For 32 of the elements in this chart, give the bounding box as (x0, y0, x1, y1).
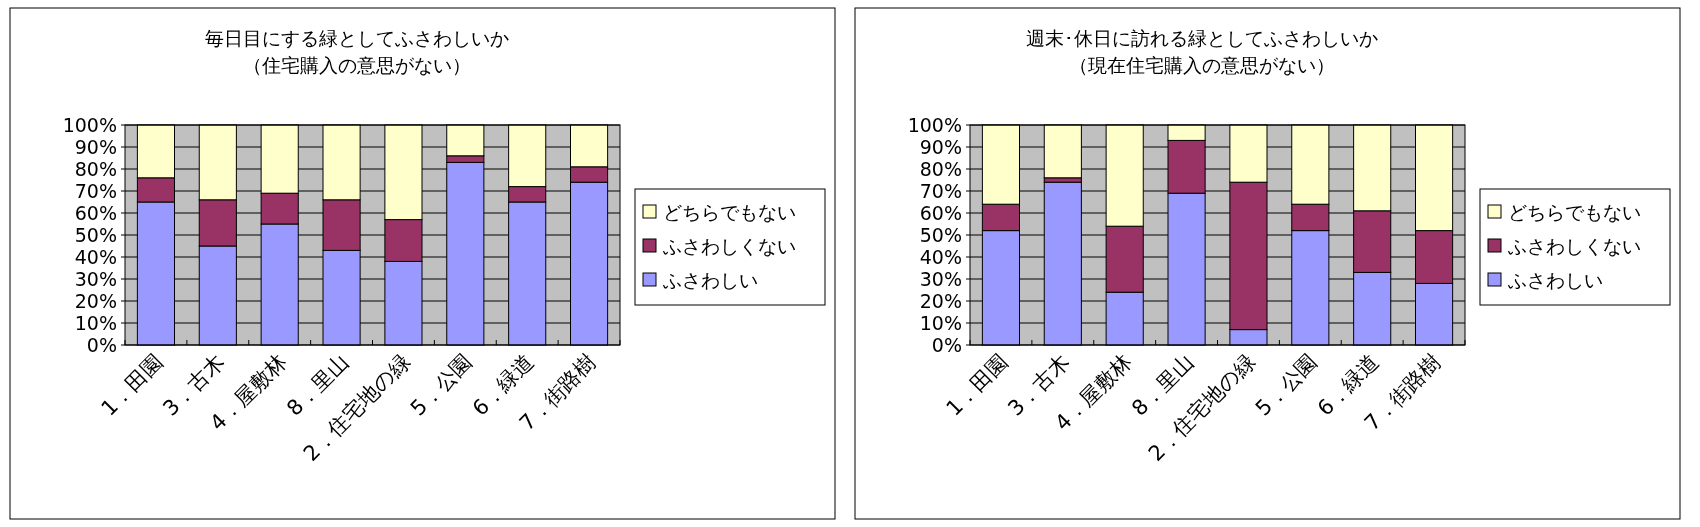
chart-subtitle: （住宅購入の意思がない） (242, 54, 471, 76)
y-tick-label: 20% (74, 290, 117, 312)
y-tick-label: 30% (919, 268, 962, 290)
y-tick-label: 50% (919, 224, 962, 246)
y-tick-label: 10% (74, 312, 117, 334)
legend-label: ふさわしくない (662, 235, 796, 257)
y-tick-label: 100% (62, 114, 117, 136)
legend-label: ふさわしくない (1507, 235, 1641, 257)
y-tick-label: 90% (74, 136, 117, 158)
legend-label: どちらでもない (1508, 201, 1641, 223)
legend-label: ふさわしい (662, 269, 758, 291)
y-tick-label: 0% (86, 334, 117, 356)
legend-label: どちらでもない (663, 201, 796, 223)
chart-title: 毎日目にする緑としてふさわしいか (204, 27, 509, 49)
y-tick-label: 100% (907, 114, 962, 136)
y-tick-label: 70% (74, 180, 117, 202)
legend-label: ふさわしい (1507, 269, 1603, 291)
y-tick-label: 90% (919, 136, 962, 158)
chart-title: 週末･休日に訪れる緑としてふさわしいか (1025, 27, 1378, 49)
y-tick-label: 30% (74, 268, 117, 290)
y-tick-label: 40% (919, 246, 962, 268)
y-tick-label: 50% (74, 224, 117, 246)
y-tick-label: 20% (919, 290, 962, 312)
y-tick-label: 40% (74, 246, 117, 268)
y-tick-label: 80% (74, 158, 117, 180)
y-tick-label: 0% (931, 334, 962, 356)
y-tick-label: 80% (919, 158, 962, 180)
y-tick-label: 70% (919, 180, 962, 202)
y-tick-label: 60% (74, 202, 117, 224)
chart-subtitle: （現在住宅購入の意思がない） (1068, 54, 1335, 76)
y-tick-label: 10% (919, 312, 962, 334)
y-tick-label: 60% (919, 202, 962, 224)
